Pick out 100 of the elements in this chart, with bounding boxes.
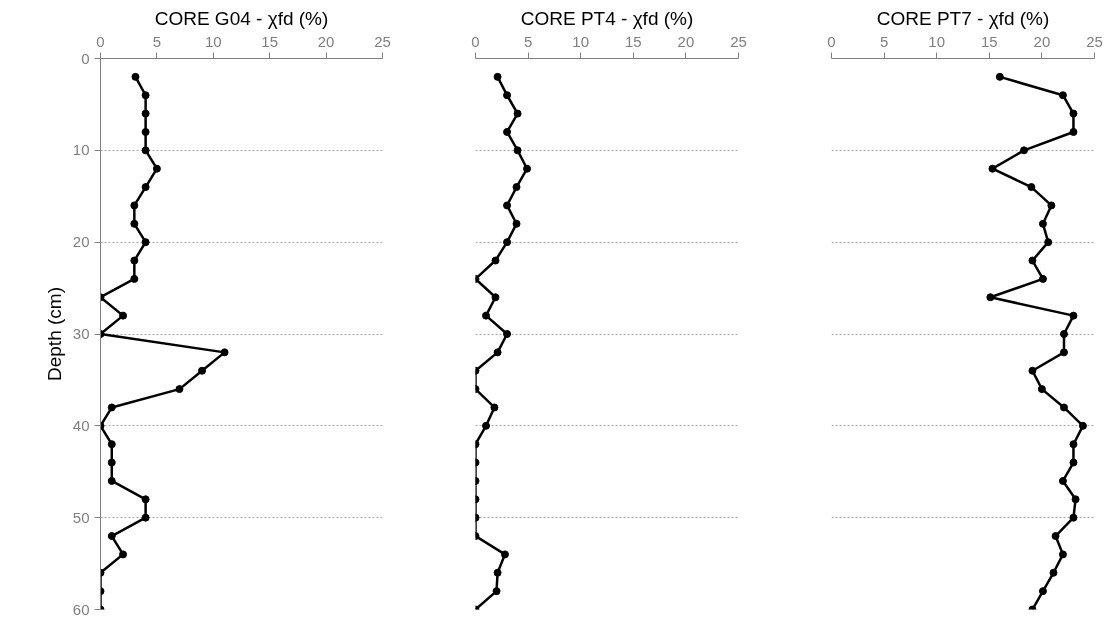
- x-tick-label: 0: [96, 32, 105, 50]
- x-tick-label: 20: [317, 32, 335, 50]
- y-tick-label: 0: [81, 49, 90, 67]
- point: [175, 385, 184, 394]
- point: [500, 550, 509, 559]
- point: [141, 513, 150, 522]
- point: [119, 311, 128, 320]
- point: [1044, 238, 1053, 247]
- y-tick-label: 10: [72, 141, 90, 159]
- x-tick-label: 10: [204, 32, 222, 50]
- point: [198, 366, 207, 375]
- point: [1078, 421, 1087, 430]
- x-tick-label: 25: [1086, 32, 1103, 50]
- point: [1069, 127, 1078, 136]
- point: [503, 127, 512, 136]
- y-tick-label: 60: [72, 600, 90, 618]
- point: [523, 164, 532, 173]
- point: [1069, 458, 1078, 467]
- point: [107, 458, 116, 467]
- point: [1020, 146, 1029, 155]
- point: [490, 403, 499, 412]
- point: [513, 146, 522, 155]
- point: [107, 476, 116, 485]
- point: [1051, 532, 1060, 541]
- point: [1038, 219, 1047, 228]
- x-tick-label: 20: [1033, 32, 1051, 50]
- point: [1059, 330, 1068, 338]
- x-tick-label: 10: [928, 32, 946, 50]
- point: [141, 91, 150, 100]
- point: [1069, 513, 1078, 522]
- point: [493, 348, 502, 357]
- point: [503, 330, 512, 338]
- point: [988, 164, 997, 173]
- point: [1028, 256, 1037, 265]
- point: [482, 311, 491, 320]
- point: [152, 164, 161, 173]
- point: [130, 256, 139, 265]
- point: [491, 256, 500, 265]
- point: [513, 109, 522, 118]
- point: [1047, 201, 1056, 210]
- point: [1069, 311, 1078, 320]
- point: [503, 238, 512, 247]
- point: [107, 403, 116, 412]
- point: [492, 587, 501, 596]
- chart-title: CORE PT4 - χfd (%): [520, 7, 694, 29]
- point: [141, 495, 150, 504]
- point: [493, 72, 502, 81]
- point: [512, 219, 521, 228]
- point: [1038, 274, 1047, 283]
- y-tick-label: 40: [72, 416, 90, 434]
- point: [491, 293, 500, 302]
- point: [1038, 587, 1047, 596]
- x-tick-label: 0: [827, 32, 836, 50]
- point: [493, 568, 502, 577]
- x-tick-label: 15: [261, 32, 279, 50]
- point: [503, 91, 512, 100]
- x-tick-label: 25: [374, 32, 391, 50]
- point: [1059, 403, 1068, 412]
- point: [995, 72, 1004, 81]
- y-tick-label: 30: [72, 325, 90, 342]
- point: [141, 183, 150, 192]
- point: [1028, 366, 1037, 375]
- x-tick-label: 5: [152, 32, 162, 50]
- point: [141, 238, 150, 247]
- point: [1058, 550, 1067, 559]
- x-tick-label: 10: [572, 32, 590, 50]
- point: [141, 109, 150, 118]
- point: [107, 532, 116, 541]
- point: [1049, 568, 1058, 577]
- point: [141, 127, 150, 136]
- x-tick-label: 15: [624, 32, 642, 50]
- x-tick-label: 5: [879, 32, 889, 50]
- y-tick-label: 50: [72, 508, 90, 526]
- point: [1069, 109, 1078, 118]
- x-tick-label: 15: [980, 32, 998, 50]
- point: [1071, 495, 1080, 504]
- x-tick-label: 5: [523, 32, 533, 50]
- point: [130, 274, 139, 283]
- point: [130, 219, 139, 228]
- x-tick-label: 20: [677, 32, 695, 50]
- point: [1069, 440, 1078, 449]
- point: [986, 293, 995, 302]
- point: [119, 550, 128, 559]
- point: [130, 201, 139, 210]
- y-axis-title: Depth (cm): [43, 287, 65, 381]
- point: [1058, 91, 1067, 100]
- chart-title: CORE PT7 - χfd (%): [876, 7, 1050, 29]
- point: [220, 348, 229, 357]
- point: [482, 421, 491, 430]
- point: [131, 72, 140, 81]
- point: [512, 183, 521, 192]
- point: [1059, 348, 1068, 357]
- x-tick-label: 0: [471, 32, 480, 50]
- point: [1037, 385, 1046, 394]
- point: [141, 146, 150, 155]
- x-tick-label: 25: [730, 32, 747, 50]
- point: [1027, 183, 1036, 192]
- y-tick-label: 20: [72, 233, 90, 251]
- chart-title: CORE G04 - χfd (%): [154, 7, 329, 29]
- point: [503, 201, 512, 210]
